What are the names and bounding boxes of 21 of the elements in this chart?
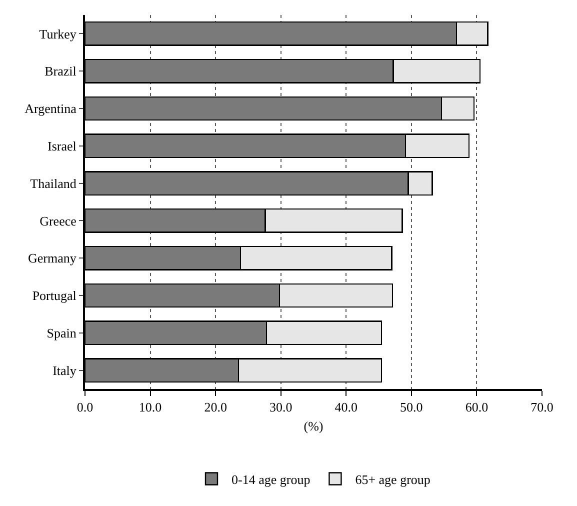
y-tick-label: Turkey xyxy=(39,26,77,42)
y-tick-label: Israel xyxy=(48,138,77,154)
x-axis-title: (%) xyxy=(304,418,324,434)
legend-label: 0-14 age group xyxy=(232,472,310,487)
y-tick-label: Portugal xyxy=(32,288,77,304)
x-tick-label: 10.0 xyxy=(138,400,162,415)
x-tick-label: 30.0 xyxy=(269,400,292,415)
y-tick-label: Brazil xyxy=(44,64,77,79)
y-tick-label: Argentina xyxy=(24,101,77,116)
y-tick-label: Germany xyxy=(28,250,77,266)
x-tick-label: 0.0 xyxy=(76,400,94,415)
y-tick-label: Greece xyxy=(40,213,77,228)
y-tick-label: Spain xyxy=(46,325,77,340)
x-tick-label: 20.0 xyxy=(204,400,227,415)
x-tick-label: 60.0 xyxy=(465,400,488,415)
x-tick-label: 70.0 xyxy=(530,400,554,415)
x-tick-label: 40.0 xyxy=(334,400,358,415)
y-tick-label: Italy xyxy=(52,362,77,378)
legend-label: 65+ age group xyxy=(355,472,430,487)
x-tick-label: 50.0 xyxy=(400,400,423,415)
y-tick-label: Thailand xyxy=(30,176,77,191)
